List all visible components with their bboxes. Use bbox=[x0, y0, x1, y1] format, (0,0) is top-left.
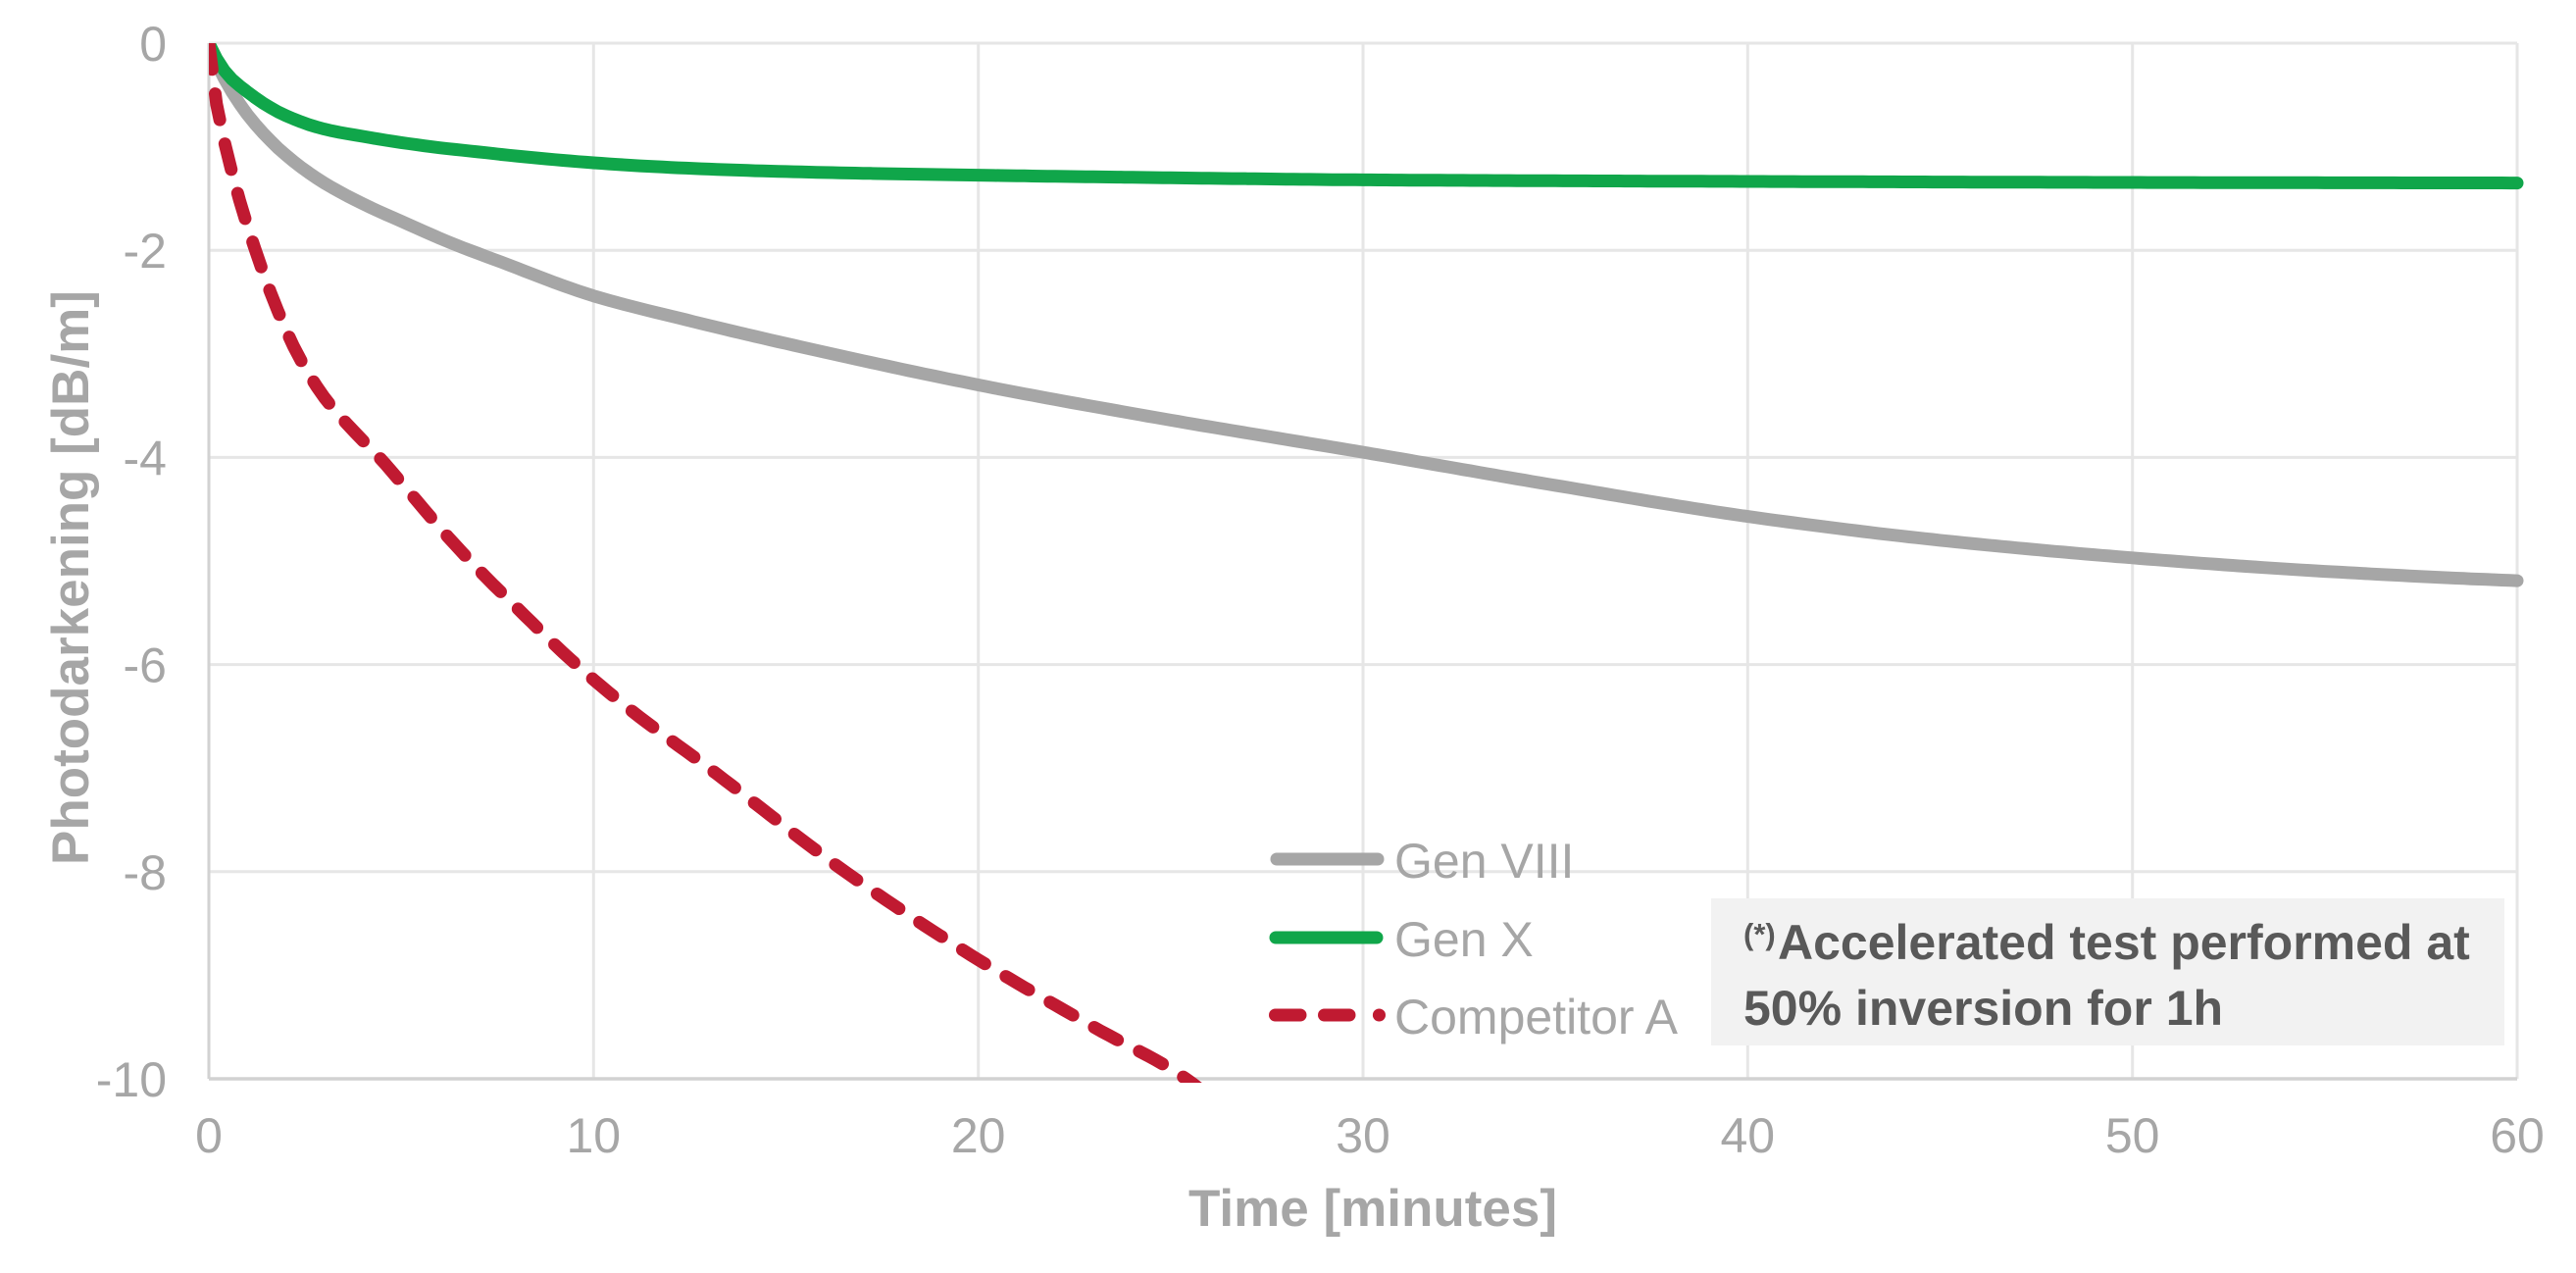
svg-text:50% inversion for 1h: 50% inversion for 1h bbox=[1743, 981, 2223, 1036]
svg-text:Competitor A: Competitor A bbox=[1394, 990, 1679, 1044]
svg-text:20: 20 bbox=[951, 1108, 1006, 1163]
svg-text:30: 30 bbox=[1336, 1108, 1390, 1163]
svg-text:-6: -6 bbox=[124, 638, 167, 693]
svg-text:-10: -10 bbox=[96, 1052, 167, 1107]
svg-text:-2: -2 bbox=[124, 224, 167, 279]
svg-text:Photodarkening [dB/m]: Photodarkening [dB/m] bbox=[42, 290, 100, 865]
svg-text:Gen VIII: Gen VIII bbox=[1394, 834, 1574, 889]
svg-text:50: 50 bbox=[2105, 1108, 2160, 1163]
svg-text:-4: -4 bbox=[124, 431, 167, 485]
svg-text:(*): (*) bbox=[1743, 917, 1776, 951]
svg-text:60: 60 bbox=[2490, 1108, 2545, 1163]
svg-text:0: 0 bbox=[139, 17, 167, 72]
svg-text:10: 10 bbox=[566, 1108, 621, 1163]
svg-text:Gen X: Gen X bbox=[1394, 912, 1534, 967]
svg-text:-8: -8 bbox=[124, 845, 167, 900]
svg-text:Time [minutes]: Time [minutes] bbox=[1188, 1180, 1557, 1238]
svg-text:40: 40 bbox=[1720, 1108, 1775, 1163]
svg-text:Accelerated test performed at: Accelerated test performed at bbox=[1778, 915, 2470, 970]
svg-text:0: 0 bbox=[195, 1108, 223, 1163]
